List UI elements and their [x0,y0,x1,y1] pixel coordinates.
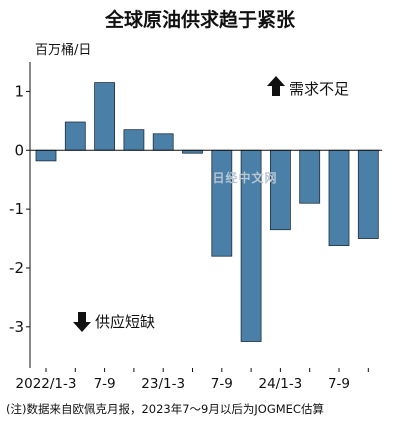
bar [35,149,57,162]
watermark: 日经中文网 [212,170,277,185]
footnote: (注)数据来自欧佩克月报，2023年7～9月以后为JOGMEC估算 [6,402,324,416]
x-tick-label: 23/1-3 [141,376,185,392]
bar [64,121,86,151]
annotation-supply: 供应短缺 [73,312,155,332]
x-tick-label: 7-9 [328,376,350,392]
y-tick-label: 1 [14,82,24,100]
bar [152,133,174,151]
arrow-up-icon [267,76,285,96]
x-tick-label: 2022/1-3 [16,376,77,392]
annotation-demand-label: 需求不足 [289,80,349,98]
bar [94,82,115,151]
arrow-down-icon [73,312,91,332]
x-tick-label: 7-9 [211,376,233,392]
y-tick-label: -1 [9,200,24,218]
y-tick-label: -3 [9,318,24,336]
bar [211,149,233,257]
bar [299,149,321,204]
annotation-demand: 需求不足 [267,76,349,98]
annotation-supply-label: 供应短缺 [95,313,155,331]
y-tick-label: -2 [9,259,24,277]
bar [357,149,379,239]
bar [328,149,350,246]
bar [269,149,291,231]
y-tick-label: 0 [14,141,24,159]
chart-title: 全球原油供求趋于紧张 [104,8,296,31]
bar [123,129,145,151]
x-tick-label: 24/1-3 [259,376,303,392]
x-tick-label: 7-9 [94,376,116,392]
unit-label: 百万桶/日 [35,43,91,58]
